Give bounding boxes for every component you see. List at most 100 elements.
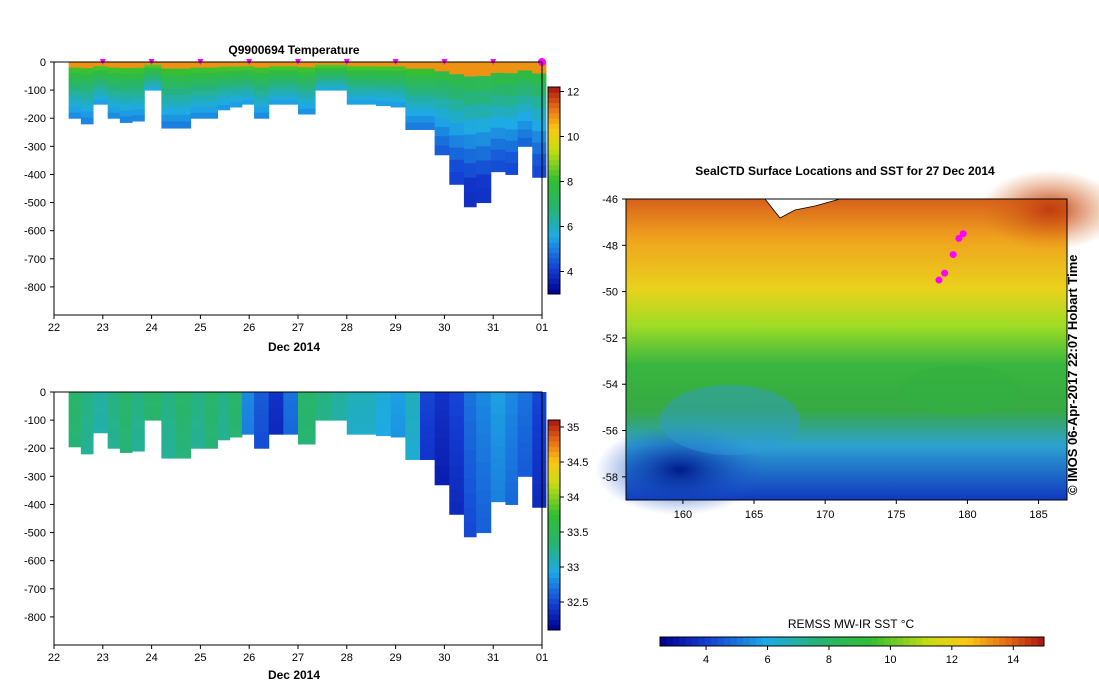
profile-cell (229, 432, 243, 438)
colorbar-segment (548, 247, 560, 254)
profile-cell (315, 406, 333, 410)
profile-cell (449, 123, 465, 136)
profile-cell (532, 96, 547, 109)
sst-colorbar: 4 6 8 10 12 14 (659, 636, 1045, 666)
profile-cell (376, 92, 392, 98)
profile-cell (144, 70, 162, 74)
profile-cell (463, 392, 477, 407)
profile-cell (390, 66, 406, 72)
y-tick-label: -600 (24, 556, 46, 568)
surface-location-point (935, 276, 943, 284)
colorbar-segment (548, 190, 560, 197)
profile-cell (93, 66, 109, 71)
colorbar-segment (548, 598, 560, 605)
profile-cell (107, 408, 121, 415)
profile-cell (390, 432, 406, 438)
profile-cell (93, 404, 109, 409)
profile-cell (268, 95, 284, 101)
colorbar-segment (548, 624, 560, 631)
profile-cell (315, 67, 333, 71)
profile-cell (490, 490, 506, 503)
profile-cell (449, 453, 465, 466)
profile-cell (254, 431, 270, 438)
profile-cell (217, 420, 231, 426)
profile-cell (490, 468, 506, 481)
profile-cell (390, 414, 406, 420)
profile-cell (298, 423, 316, 429)
profile-cell (93, 62, 109, 67)
profile-cell (229, 400, 243, 406)
x-tick-label: 27 (292, 322, 304, 334)
profile-cell (229, 392, 243, 397)
profile-cell (449, 147, 465, 161)
profile-cell (161, 405, 177, 413)
colorbar-segment (548, 154, 560, 160)
profile-cell (68, 408, 82, 415)
sst-colorbar-tick-label: 4 (703, 654, 709, 666)
profile-cell (132, 109, 145, 116)
sst-colorbar-segment (736, 637, 744, 646)
profile-cell (254, 420, 270, 427)
profile-cell (241, 413, 255, 418)
colorbar-segment (548, 577, 560, 584)
profile-cell (176, 114, 192, 122)
profile-cell (68, 424, 82, 431)
profile-cell (283, 74, 299, 80)
y-tick-label: -800 (24, 612, 46, 624)
profile-cell (376, 426, 392, 432)
profile-cell (476, 160, 492, 175)
profile-cell (376, 392, 392, 397)
profile-cell (229, 70, 243, 76)
profile-cell (346, 78, 362, 84)
profile-cell (268, 404, 284, 410)
profile-cell (532, 131, 547, 144)
profile-cell (476, 146, 492, 161)
temperature-chart-title: Q9900694 Temperature (228, 43, 360, 57)
profile-cell (119, 74, 133, 81)
profile-cell (298, 88, 316, 94)
y-tick-label: -300 (24, 141, 46, 153)
surface-location-point (959, 230, 967, 238)
profile-cell (505, 470, 519, 483)
profile-cell (405, 398, 421, 406)
profile-cell (132, 397, 145, 405)
colorbar-segment (548, 477, 560, 484)
profile-cell (517, 467, 533, 477)
profile-cell (190, 425, 206, 432)
profile-cell (505, 118, 519, 130)
profile-cell (68, 101, 82, 108)
profile-cell (217, 90, 231, 96)
profile-cell (420, 68, 436, 76)
map-x-tick-label: 160 (674, 509, 692, 521)
profile-cell (332, 394, 348, 399)
profile-cell (346, 396, 362, 401)
profile-cell (434, 419, 450, 430)
profile-cell (132, 62, 145, 69)
profile-cell (505, 129, 519, 142)
profile-cell (217, 406, 231, 412)
profile-cell (405, 115, 421, 124)
sst-colorbar-segment (666, 637, 674, 646)
profile-cell (346, 83, 362, 88)
sst-colorbar-segment (813, 637, 821, 646)
profile-cell (420, 82, 436, 90)
profile-cell (476, 434, 492, 449)
profile-cell (190, 84, 206, 91)
y-tick-label: -200 (24, 113, 46, 125)
profile-cell (434, 71, 450, 82)
y-tick-label: -500 (24, 528, 46, 540)
profile-cell (107, 420, 121, 427)
map-y-tick-label: -58 (602, 472, 618, 484)
profile-cell (434, 401, 450, 412)
colorbar-segment (548, 603, 560, 610)
profile-cell (390, 423, 406, 429)
profile-cell (298, 67, 316, 73)
colorbar-segment (548, 456, 560, 463)
sst-colorbar-segment (852, 637, 859, 646)
profile-cell (132, 91, 145, 98)
profile-cell (190, 436, 206, 444)
profile-cell (217, 76, 231, 82)
map-y-tick-label: -46 (602, 194, 618, 206)
y-tick-label: -200 (24, 443, 46, 455)
profile-cell (332, 408, 348, 413)
